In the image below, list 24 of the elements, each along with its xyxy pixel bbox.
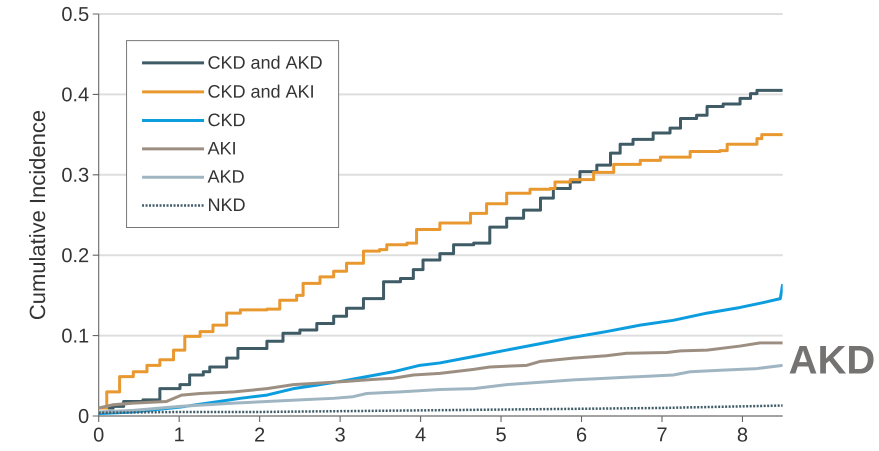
x-tick-label: 5 (496, 428, 506, 442)
y-tick-label: 0.2 (62, 248, 88, 262)
legend-label: NKD (209, 198, 245, 211)
x-tick-label: 6 (576, 428, 586, 442)
legend-label: CKD and AKD (208, 56, 322, 69)
y-tick-label: 0 (78, 408, 88, 424)
legend-label: AKD (208, 170, 244, 183)
line-series (98, 364, 783, 414)
x-tick-label: 2 (255, 428, 264, 442)
text: AKD (790, 346, 874, 374)
y-tick-label: 0.3 (62, 168, 88, 182)
legend-label: CKD and AKI (208, 84, 313, 98)
y-tick-label: 0.1 (62, 328, 88, 343)
legend-label: AKI (208, 142, 235, 154)
x-tick-label: 0 (94, 428, 104, 442)
x-tick-label: 4 (415, 428, 426, 442)
legend-label: CKD (208, 114, 245, 126)
y-tick-label: 0.4 (62, 87, 89, 102)
x-tick-label: 8 (738, 428, 748, 442)
x-tick-label: 1 (175, 428, 184, 442)
x-tick-label: 7 (657, 428, 667, 442)
x-tick-label: 3 (335, 428, 345, 442)
y-tick-label: 0.5 (62, 6, 88, 22)
y-axis-title: Cumulative Incidence (29, 110, 46, 320)
